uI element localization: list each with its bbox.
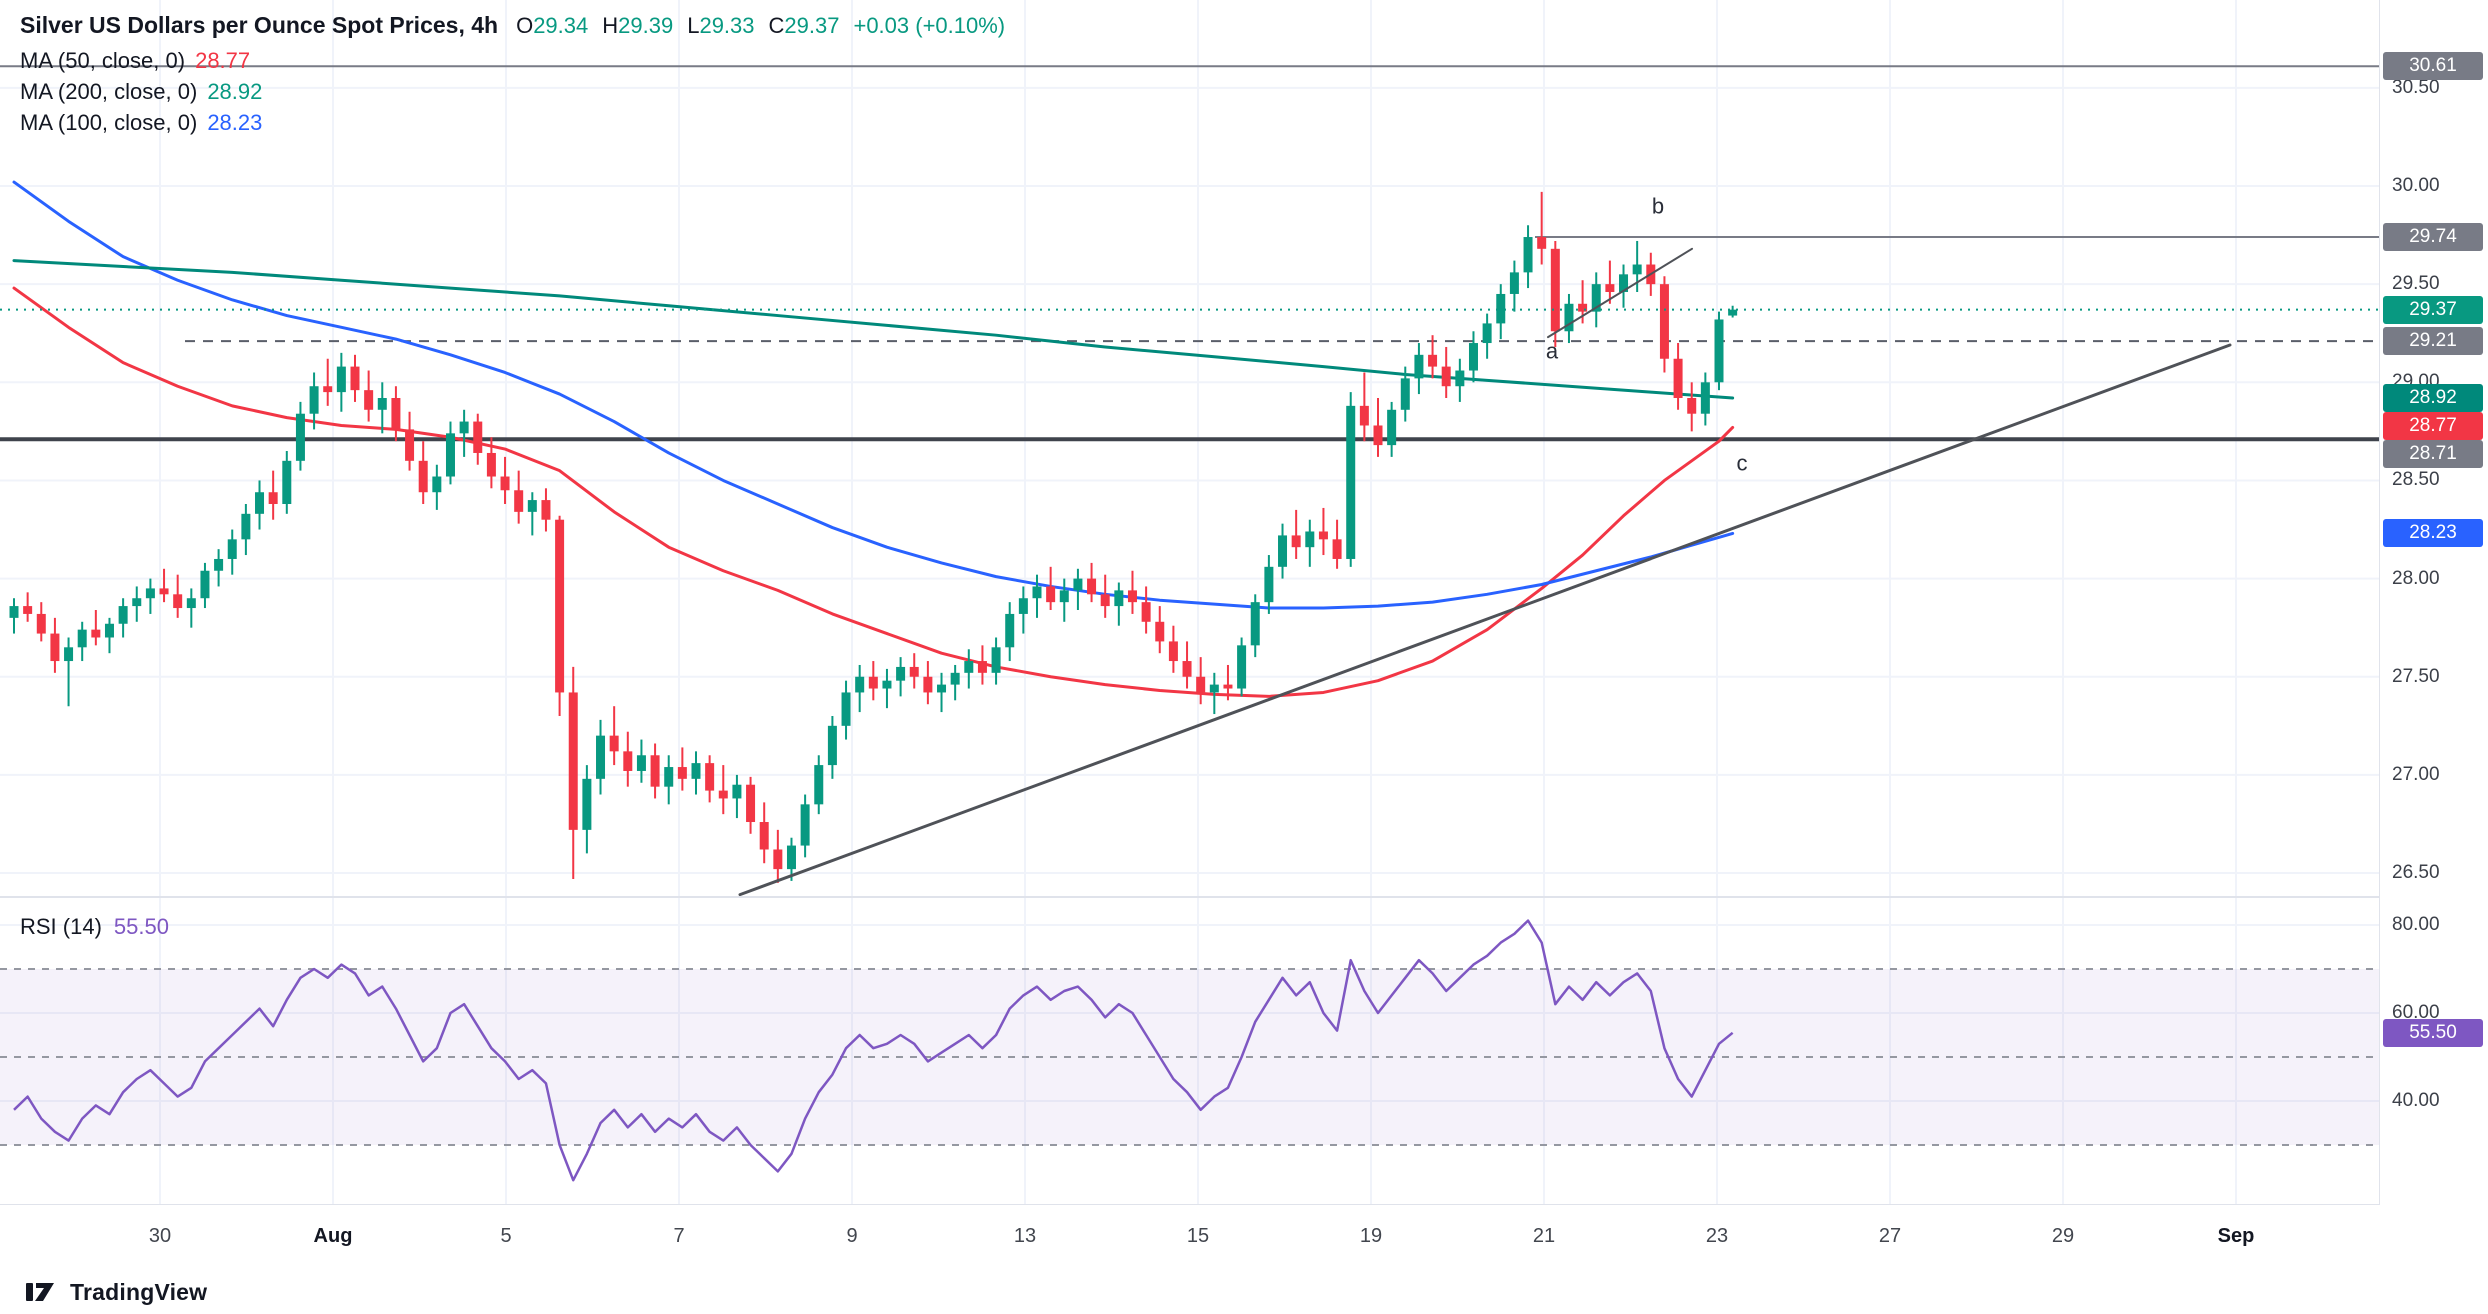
time-label-21: 21 — [1532, 1225, 1556, 1247]
time-label-30: 30 — [148, 1225, 172, 1247]
price-badge-28.92: 28.92 — [2383, 384, 2483, 412]
ma100-label: MA (100, close, 0) — [20, 110, 198, 135]
annotation-c[interactable]: c — [1737, 451, 1748, 476]
time-scale[interactable]: 30 Aug 5 7 9 13 15 19 21 23 27 29 Sep — [0, 1205, 2488, 1270]
price-tick-30.50: 30.50 — [2392, 76, 2440, 98]
rsi-legend[interactable]: RSI (14) 55.50 — [20, 914, 169, 940]
tradingview-logo — [26, 1283, 54, 1301]
ohlc-high: H29.39 — [602, 13, 674, 38]
price-badge-28.23: 28.23 — [2383, 519, 2483, 548]
price-badge-29.74: 29.74 — [2383, 223, 2483, 252]
price-tick-27.50: 27.50 — [2392, 665, 2440, 687]
rsi-tick-80.00: 80.00 — [2392, 914, 2440, 935]
time-label-9: 9 — [846, 1225, 858, 1247]
ma100-legend[interactable]: MA (100, close, 0) 28.23 — [20, 110, 1005, 141]
price-badge-28.71: 28.71 — [2383, 440, 2483, 468]
ma100-value: 28.23 — [207, 110, 263, 135]
price-tick-28.50: 28.50 — [2392, 469, 2440, 491]
ohlc-readout: O29.34 H29.39 L29.33 C29.37 +0.03 (+0.10… — [516, 13, 1005, 39]
price-badge-29.37: 29.37 — [2383, 295, 2483, 324]
annotation-b[interactable]: b — [1652, 193, 1664, 218]
price-scale[interactable]: 30.50 30.00 29.50 29.00 28.50 28.00 27.50 27.00… — [2380, 0, 2488, 1205]
ohlc-low: L29.33 — [687, 13, 755, 38]
ma200-value: 28.92 — [207, 79, 263, 104]
time-label-15: 15 — [1186, 1225, 1210, 1247]
annotation-a[interactable]: a — [1546, 339, 1559, 364]
price-tick-29.50: 29.50 — [2392, 273, 2440, 295]
symbol-title-row[interactable]: Silver US Dollars per Ounce Spot Prices,… — [20, 12, 1005, 48]
time-label-23: 23 — [1705, 1225, 1729, 1247]
rsi-label: RSI (14) — [20, 914, 102, 939]
rsi-value: 55.50 — [113, 914, 169, 939]
price-badge-29.21: 29.21 — [2383, 327, 2483, 356]
price-tick-27.00: 27.00 — [2392, 763, 2440, 785]
ma200-label: MA (200, close, 0) — [20, 79, 198, 104]
time-label-19: 19 — [1359, 1225, 1383, 1247]
change-value: +0.03 (+0.10%) — [853, 13, 1006, 38]
tradingview-wordmark: TradingView — [70, 1278, 208, 1305]
time-label-13: 13 — [1013, 1225, 1037, 1247]
rsi-badge-55.50: 55.50 — [2383, 1018, 2483, 1047]
rsi-tick-40.00: 40.00 — [2392, 1090, 2440, 1111]
time-label-5: 5 — [500, 1225, 512, 1247]
price-tick-30.00: 30.00 — [2392, 175, 2440, 196]
time-label-7: 7 — [673, 1225, 685, 1247]
legend: Silver US Dollars per Ounce Spot Prices,… — [20, 12, 1005, 141]
ohlc-open: O29.34 — [516, 13, 589, 38]
price-badge-30.61: 30.61 — [2383, 52, 2483, 81]
price-tick-28.00: 28.00 — [2392, 567, 2440, 589]
price-tick-26.50: 26.50 — [2392, 862, 2440, 884]
time-label-Sep: Sep — [2217, 1225, 2255, 1247]
ohlc-close: C29.37 — [768, 13, 840, 38]
ma200-legend[interactable]: MA (200, close, 0) 28.92 — [20, 79, 1005, 110]
ma50-label: MA (50, close, 0) — [20, 48, 186, 73]
time-label-27: 27 — [1878, 1225, 1902, 1247]
price-badge-28.77: 28.77 — [2383, 412, 2483, 440]
time-label-Aug: Aug — [313, 1225, 353, 1247]
time-label-29: 29 — [2051, 1225, 2075, 1247]
ma50-legend[interactable]: MA (50, close, 0) 28.77 — [20, 48, 1005, 79]
symbol-title: Silver US Dollars per Ounce Spot Prices,… — [20, 12, 499, 38]
tradingview-attribution[interactable]: TradingView — [24, 1272, 207, 1312]
rsi-tick-60.00: 60.00 — [2392, 1002, 2440, 1023]
ma50-value: 28.77 — [195, 48, 251, 73]
